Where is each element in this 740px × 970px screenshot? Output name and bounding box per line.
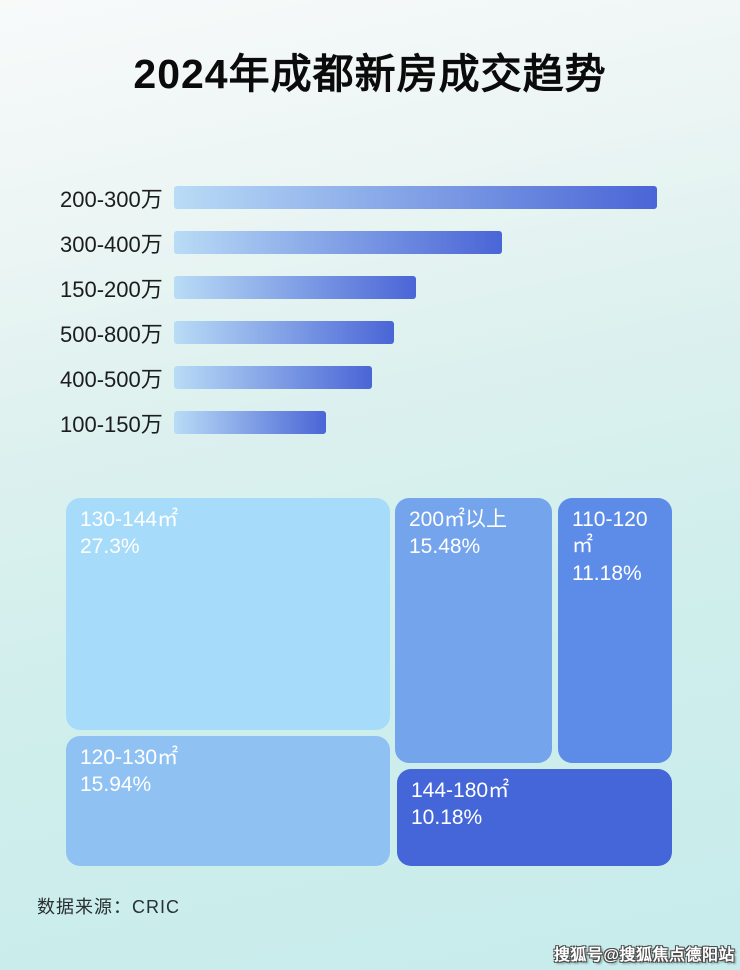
block-percent: 27.3% bbox=[80, 535, 140, 559]
bar-label: 200-300万 bbox=[60, 186, 163, 212]
bar bbox=[174, 231, 503, 254]
block-label: 130-144㎡ bbox=[80, 508, 179, 531]
bar-row: 500-800万 bbox=[60, 321, 680, 347]
treemap-block-200-plus: 200㎡以上 15.48% bbox=[395, 498, 552, 763]
area-share-treemap: 130-144㎡ 27.3% 120-130㎡ 15.94% 200㎡以上 15… bbox=[66, 498, 672, 866]
bar bbox=[174, 186, 657, 209]
block-percent: 15.94% bbox=[80, 773, 152, 797]
bar bbox=[174, 366, 373, 389]
page-title: 2024年成都新房成交趋势 bbox=[133, 51, 607, 97]
bar-row: 150-200万 bbox=[60, 276, 680, 302]
block-percent: 15.48% bbox=[409, 535, 481, 559]
bar-track bbox=[174, 366, 657, 389]
block-percent: 10.18% bbox=[411, 806, 483, 830]
data-source-note: 数据来源：CRIC bbox=[37, 897, 180, 917]
bar-track bbox=[174, 321, 657, 344]
bar-label: 150-200万 bbox=[60, 276, 163, 302]
bar-label: 400-500万 bbox=[60, 366, 163, 392]
bar-track bbox=[174, 186, 657, 209]
block-percent: 11.18% bbox=[572, 561, 642, 585]
block-label: 144-180㎡ bbox=[411, 779, 510, 802]
bar-row: 100-150万 bbox=[60, 411, 680, 437]
bar-label: 100-150万 bbox=[60, 411, 163, 437]
bar-row: 400-500万 bbox=[60, 366, 680, 392]
bar bbox=[174, 276, 416, 299]
treemap-block-120-130: 120-130㎡ 15.94% bbox=[66, 736, 390, 866]
treemap-block-130-144: 130-144㎡ 27.3% bbox=[66, 498, 390, 730]
treemap-block-110-120: 110-120㎡ 11.18% bbox=[558, 498, 672, 763]
bar-label: 500-800万 bbox=[60, 321, 163, 347]
bar bbox=[174, 411, 327, 434]
block-label: 200㎡以上 bbox=[409, 508, 508, 531]
bar-track bbox=[174, 276, 657, 299]
treemap-block-144-180: 144-180㎡ 10.18% bbox=[397, 769, 672, 866]
bar-row: 200-300万 bbox=[60, 186, 680, 212]
block-label: 120-130㎡ bbox=[80, 746, 179, 769]
bar-label: 300-400万 bbox=[60, 231, 163, 257]
price-range-bar-chart: 200-300万 300-400万 150-200万 500-800万 400-… bbox=[60, 186, 680, 456]
watermark: 搜狐号@搜狐焦点德阳站 bbox=[553, 947, 735, 964]
bar-track bbox=[174, 411, 657, 434]
bar-row: 300-400万 bbox=[60, 231, 680, 257]
bar bbox=[174, 321, 394, 344]
block-label: 110-120㎡ bbox=[572, 508, 648, 558]
bar-track bbox=[174, 231, 657, 254]
